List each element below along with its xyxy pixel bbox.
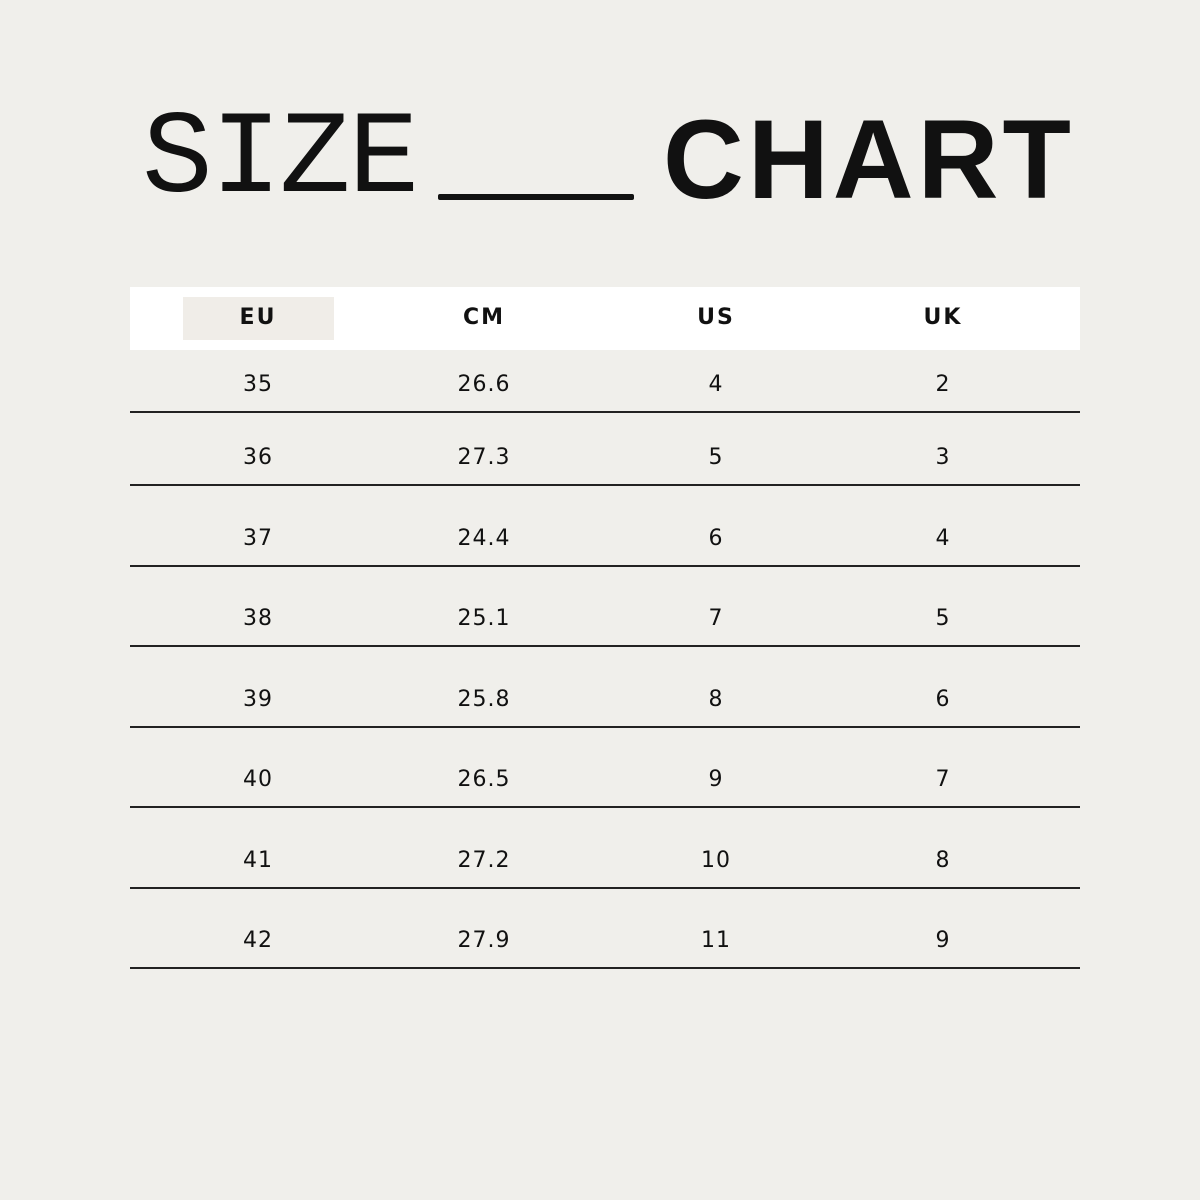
cell-us: 10 bbox=[701, 848, 731, 873]
cell-eu: 41 bbox=[243, 848, 273, 873]
cell-uk: 7 bbox=[935, 767, 951, 792]
title-size: SIZE bbox=[142, 94, 419, 227]
cell-uk: 8 bbox=[935, 848, 951, 873]
cell-uk: 2 bbox=[935, 372, 951, 397]
row-divider bbox=[130, 565, 1080, 567]
cell-eu: 39 bbox=[243, 687, 273, 712]
row-divider bbox=[130, 411, 1080, 413]
cell-uk: 6 bbox=[935, 687, 951, 712]
header-uk: UK bbox=[923, 305, 963, 330]
cell-eu: 40 bbox=[243, 767, 273, 792]
cell-us: 9 bbox=[708, 767, 724, 792]
cell-cm: 25.8 bbox=[457, 687, 511, 712]
cell-cm: 25.1 bbox=[457, 606, 511, 631]
cell-cm: 26.5 bbox=[457, 767, 511, 792]
row-divider bbox=[130, 726, 1080, 728]
cell-eu: 38 bbox=[243, 606, 273, 631]
eu-header-highlight bbox=[183, 297, 334, 340]
cell-us: 11 bbox=[701, 928, 731, 953]
row-divider bbox=[130, 887, 1080, 889]
cell-us: 6 bbox=[708, 526, 724, 551]
cell-eu: 42 bbox=[243, 928, 273, 953]
cell-uk: 3 bbox=[935, 445, 951, 470]
title-divider-line bbox=[438, 194, 634, 200]
cell-cm: 27.3 bbox=[457, 445, 511, 470]
cell-uk: 4 bbox=[935, 526, 951, 551]
header-eu: EU bbox=[239, 305, 277, 330]
row-divider bbox=[130, 967, 1080, 969]
header-cm: CM bbox=[462, 305, 506, 330]
cell-uk: 9 bbox=[935, 928, 951, 953]
cell-cm: 27.2 bbox=[457, 848, 511, 873]
cell-eu: 36 bbox=[243, 445, 273, 470]
cell-us: 4 bbox=[708, 372, 724, 397]
cell-us: 7 bbox=[708, 606, 724, 631]
cell-cm: 26.6 bbox=[457, 372, 511, 397]
cell-eu: 35 bbox=[243, 372, 273, 397]
cell-eu: 37 bbox=[243, 526, 273, 551]
row-divider bbox=[130, 645, 1080, 647]
cell-uk: 5 bbox=[935, 606, 951, 631]
cell-us: 8 bbox=[708, 687, 724, 712]
header-us: US bbox=[697, 305, 735, 330]
row-divider bbox=[130, 484, 1080, 486]
title-chart: CHART bbox=[663, 97, 1075, 222]
cell-cm: 24.4 bbox=[457, 526, 511, 551]
row-divider bbox=[130, 806, 1080, 808]
cell-cm: 27.9 bbox=[457, 928, 511, 953]
cell-us: 5 bbox=[708, 445, 724, 470]
table-header: EU CM US UK bbox=[130, 287, 1080, 350]
